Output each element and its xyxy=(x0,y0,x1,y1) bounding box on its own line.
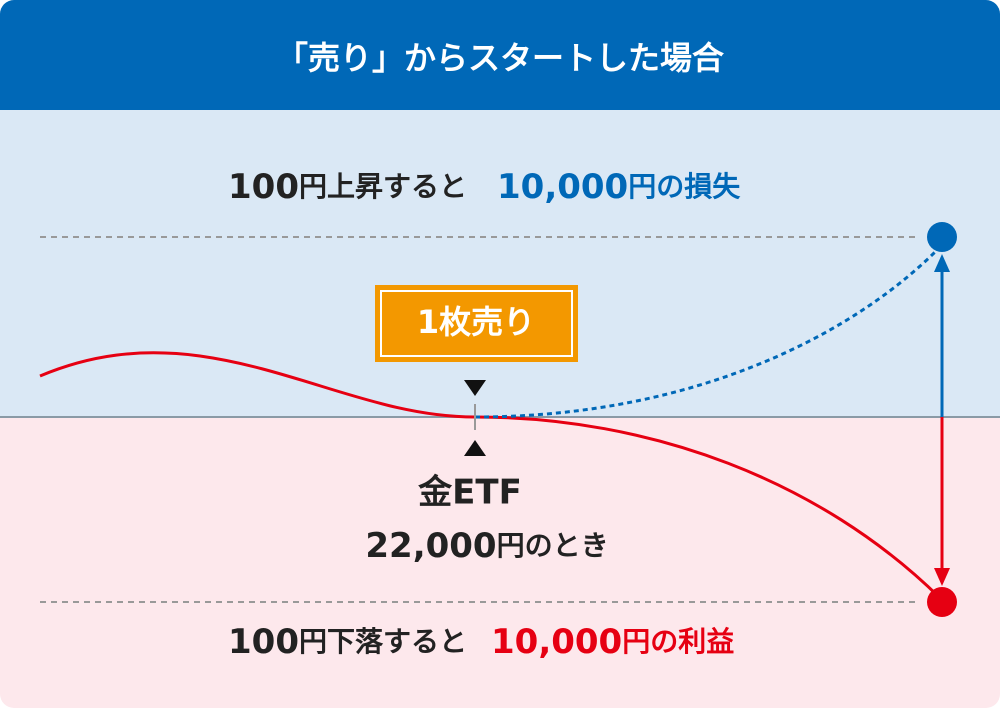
price-text: 22,000円のとき xyxy=(365,526,608,566)
upper-condition: 円上昇すると xyxy=(299,170,467,203)
price-curve xyxy=(39,351,942,600)
price-suffix: 円のとき xyxy=(497,529,609,562)
loss-arrowhead xyxy=(934,254,950,272)
lower-bg xyxy=(0,417,1000,708)
upper-text: 100円上昇すると 10,000円の損失 xyxy=(228,167,741,207)
lower-text: 100円下落すると 10,000円の利益 xyxy=(228,622,734,662)
upper-amount: 100 xyxy=(228,167,299,207)
badge-label: 1枚売り xyxy=(417,303,535,341)
lower-condition: 円下落すると xyxy=(299,625,467,658)
upper-bg xyxy=(0,110,1000,417)
badge xyxy=(375,285,578,362)
lower-point xyxy=(927,587,957,617)
lower-result-amount: 10,000 xyxy=(491,622,622,662)
marker-down xyxy=(464,380,486,396)
title: 「売り」からスタートした場合 xyxy=(276,39,724,77)
lower-result: 円の利益 xyxy=(622,625,734,658)
gain-arrowhead xyxy=(934,568,950,586)
lower-amount: 100 xyxy=(228,622,299,662)
price: 22,000 xyxy=(365,526,496,566)
header-bg xyxy=(0,0,1000,110)
asset: 金ETF xyxy=(417,473,522,513)
marker-up xyxy=(464,440,486,456)
upper-result: 円の損失 xyxy=(628,170,741,203)
badge-border xyxy=(380,290,573,357)
upper-result-amount: 10,000 xyxy=(497,167,628,207)
upper-point xyxy=(927,222,957,252)
